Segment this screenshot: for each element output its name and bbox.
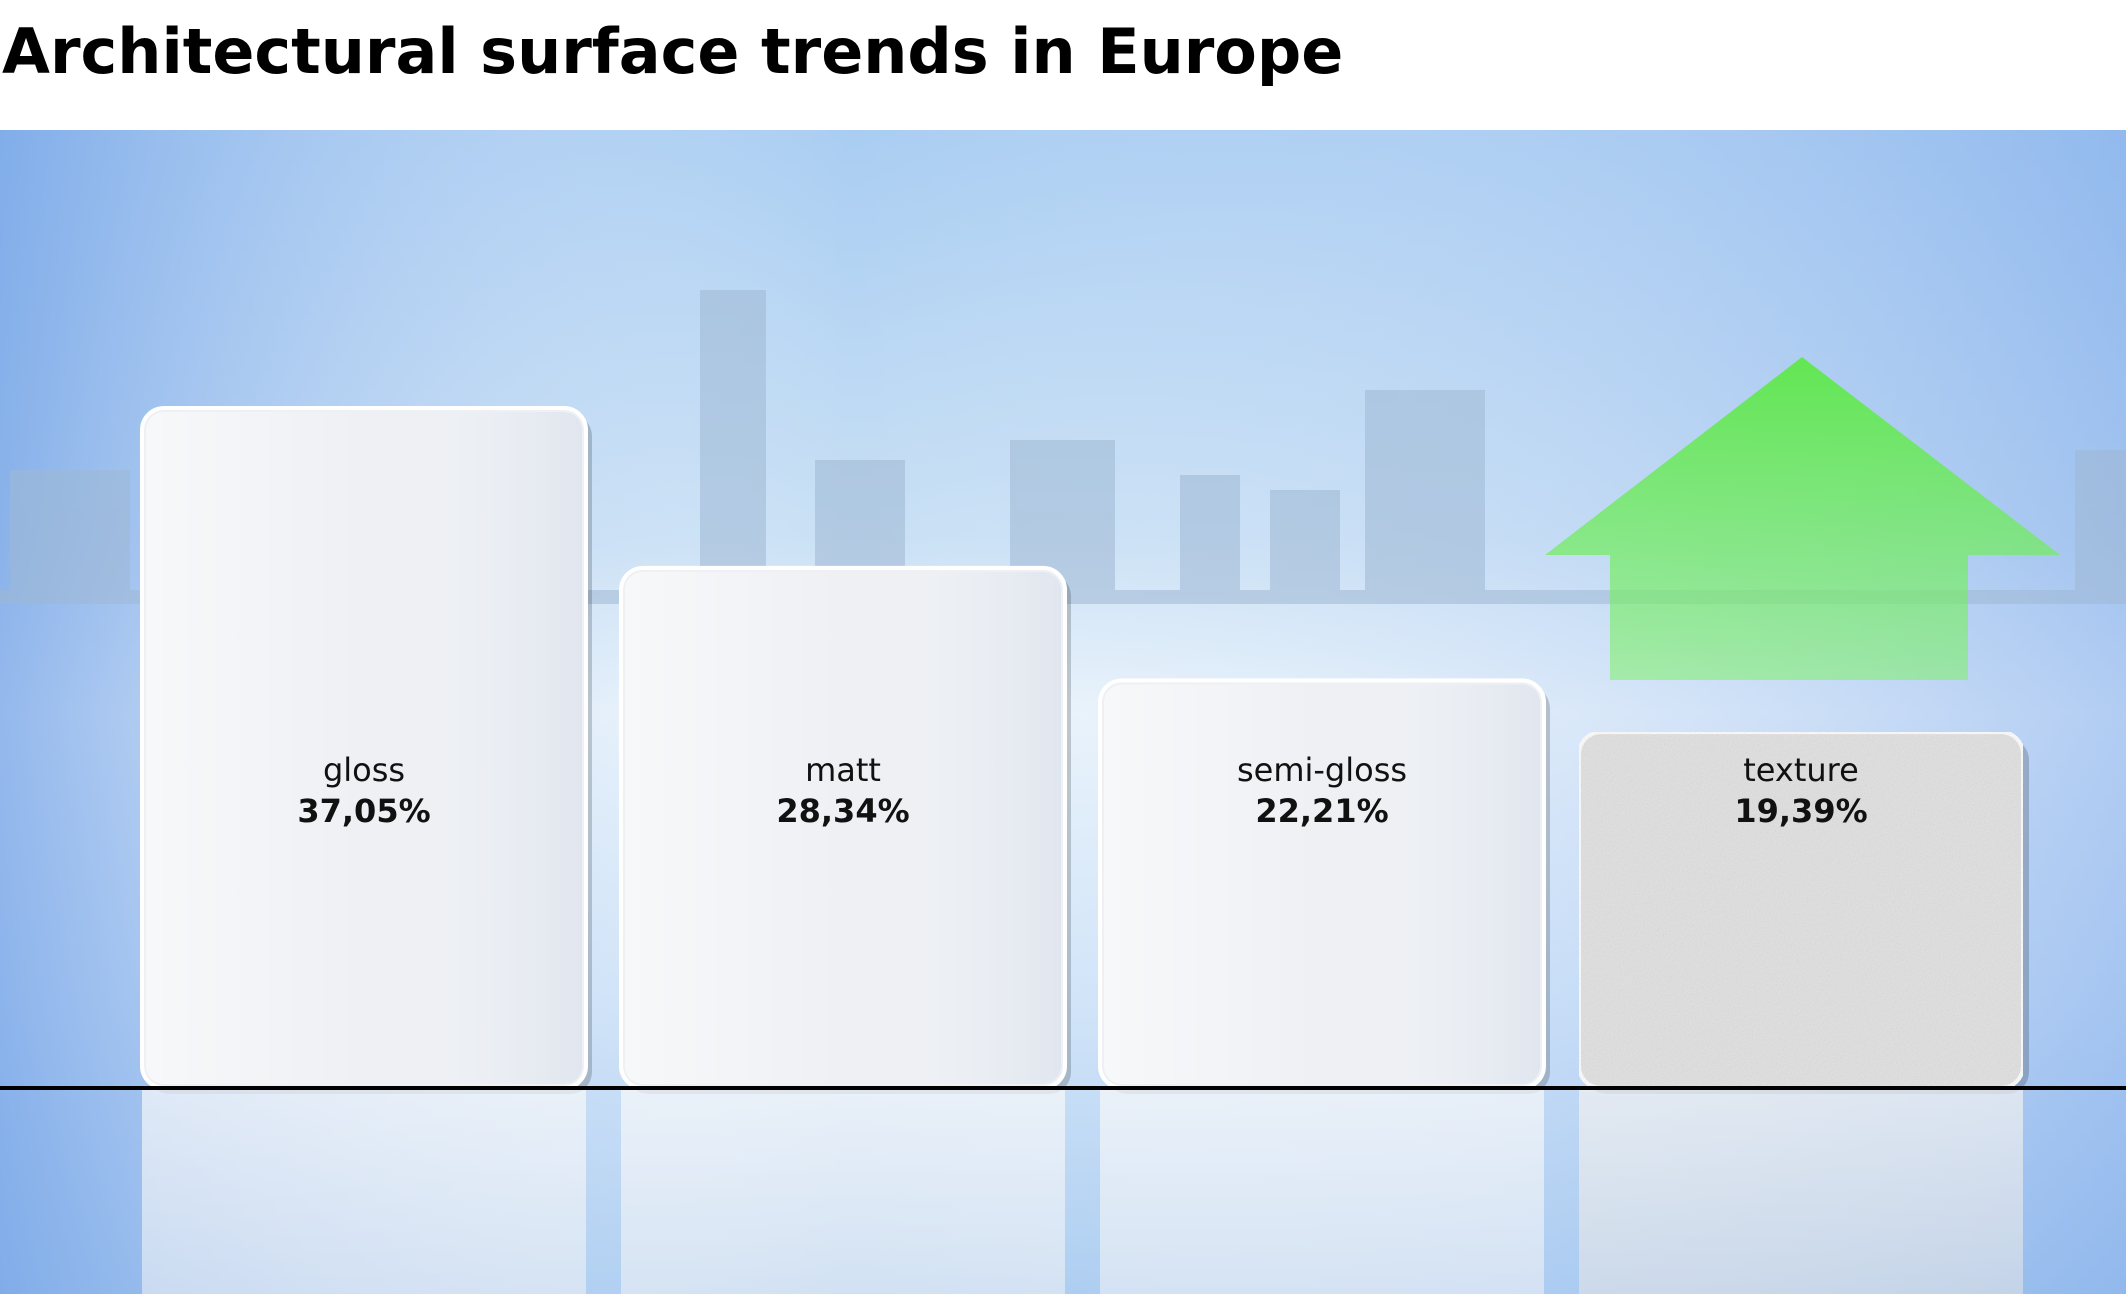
bar-shine bbox=[625, 571, 1061, 1084]
value-label: 22,21% bbox=[1255, 792, 1388, 830]
bar-reflection-fade bbox=[1100, 1088, 1544, 1294]
category-label: texture bbox=[1743, 751, 1859, 789]
bar-reflection-fade bbox=[142, 1088, 586, 1294]
value-label: 19,39% bbox=[1734, 792, 1867, 830]
arrow-decoration bbox=[1545, 357, 2060, 680]
bar-shine bbox=[1104, 684, 1540, 1084]
value-label: 37,05% bbox=[297, 792, 430, 830]
category-label: gloss bbox=[323, 751, 405, 789]
value-label: 28,34% bbox=[776, 792, 909, 830]
bar-reflection-fade bbox=[621, 1088, 1065, 1294]
category-label: matt bbox=[805, 751, 881, 789]
bar-shine bbox=[146, 412, 582, 1084]
bar-reflection-fade bbox=[1579, 1088, 2023, 1294]
category-label: semi-gloss bbox=[1237, 751, 1407, 789]
chart-title: Architectural surface trends in Europe bbox=[2, 15, 1343, 88]
